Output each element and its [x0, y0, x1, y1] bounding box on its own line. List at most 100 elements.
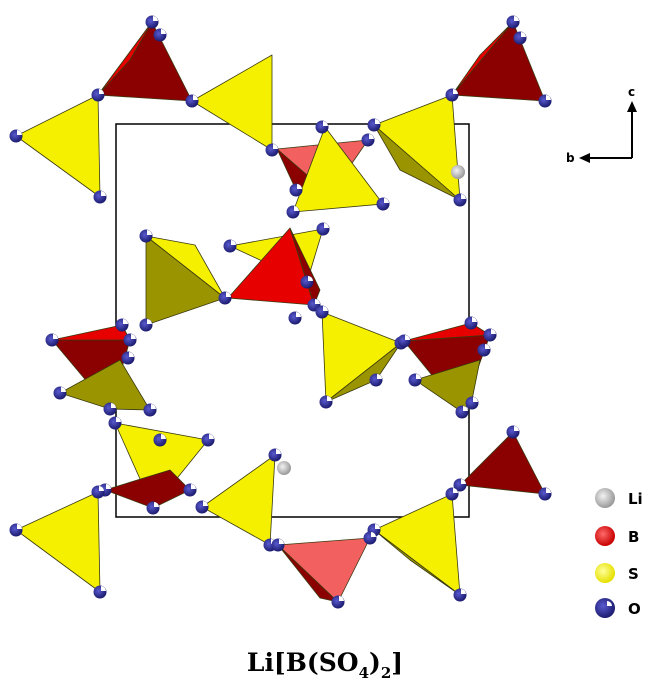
oxygen-atom — [288, 311, 302, 325]
oxygen-sphere — [315, 305, 329, 319]
oxygen-highlight — [369, 134, 374, 139]
c-axis-label: c — [628, 85, 635, 99]
oxygen-atom — [91, 485, 105, 499]
legend-item-o: O — [595, 598, 641, 618]
oxygen-sphere — [453, 588, 467, 602]
sulfate-face — [325, 342, 402, 403]
oxygen-highlight — [375, 524, 380, 529]
oxygen-atom — [363, 531, 377, 545]
oxygen-highlight — [203, 501, 208, 506]
borate-tetrahedron-bottom — [277, 537, 371, 603]
oxygen-sphere — [45, 333, 59, 347]
oxygen-sphere — [538, 487, 552, 501]
oxygen-sphere — [93, 585, 107, 599]
oxygen-atom — [315, 120, 329, 134]
oxygen-sphere — [319, 395, 333, 409]
li-atom-icon — [595, 488, 615, 508]
oxygen-sphere — [361, 133, 375, 147]
oxygen-atom — [455, 405, 469, 419]
oxygen-sphere — [453, 193, 467, 207]
oxygen-atom — [271, 538, 285, 552]
oxygen-highlight — [231, 240, 236, 245]
oxygen-highlight — [161, 29, 166, 34]
oxygen-highlight — [273, 144, 278, 149]
oxygen-highlight — [377, 374, 382, 379]
oxygen-highlight — [405, 335, 410, 340]
oxygen-atom — [513, 31, 527, 45]
oxygen-highlight — [101, 586, 106, 591]
oxygen-highlight — [151, 404, 156, 409]
oxygen-atom — [93, 190, 107, 204]
oxygen-highlight — [546, 488, 551, 493]
oxygen-atom — [300, 275, 314, 289]
oxygen-sphere — [445, 88, 459, 102]
legend-item-b: B — [595, 526, 639, 546]
oxygen-atom — [103, 402, 117, 416]
oxygen-atom — [316, 222, 330, 236]
oxygen-highlight — [193, 95, 198, 100]
c-arrowhead-icon — [627, 101, 637, 112]
oxygen-highlight — [111, 403, 116, 408]
legend-label-li: Li — [628, 490, 643, 508]
oxygen-atom — [145, 15, 159, 29]
borate-tetrahedron-lower-right — [459, 431, 546, 495]
oxygen-highlight — [324, 223, 329, 228]
oxygen-highlight — [461, 194, 466, 199]
oxygen-sphere — [506, 425, 520, 439]
oxygen-atom — [121, 351, 135, 365]
o-atom-highlight — [607, 601, 612, 606]
oxygen-highlight — [375, 119, 380, 124]
oxygen-atom — [115, 318, 129, 332]
oxygen-sphere — [288, 311, 302, 325]
oxygen-atom — [93, 585, 107, 599]
oxygen-sphere — [103, 402, 117, 416]
polyhedra-layer — [15, 21, 546, 603]
oxygen-atom — [45, 333, 59, 347]
b-arrowhead-icon — [579, 153, 590, 163]
oxygen-atom — [453, 478, 467, 492]
oxygen-highlight — [191, 484, 196, 489]
oxygen-atom — [223, 239, 237, 253]
oxygen-highlight — [416, 374, 421, 379]
sulfate-face — [373, 493, 461, 596]
oxygen-atom — [367, 118, 381, 132]
oxygen-highlight — [461, 479, 466, 484]
oxygen-atoms-layer — [9, 15, 552, 609]
oxygen-atom — [53, 386, 67, 400]
oxygen-highlight — [226, 292, 231, 297]
oxygen-atom — [153, 28, 167, 42]
oxygen-atom — [183, 483, 197, 497]
borate-face — [451, 21, 514, 96]
oxygen-atom — [464, 316, 478, 330]
formula-caption: Li[B(SO4)2] — [247, 648, 403, 679]
borate-face — [451, 21, 546, 102]
oxygen-highlight — [276, 449, 281, 454]
sulfate-tetrahedron-bottom-right — [373, 493, 461, 596]
oxygen-sphere — [108, 416, 122, 430]
oxygen-sphere — [9, 523, 23, 537]
oxygen-sphere — [183, 483, 197, 497]
sulfate-face — [191, 54, 273, 151]
oxygen-sphere — [139, 318, 153, 332]
oxygen-sphere — [271, 538, 285, 552]
sulfate-tetrahedron-lower-left — [114, 422, 209, 509]
oxygen-atom — [146, 501, 160, 515]
s-atom-icon — [595, 563, 615, 583]
oxygen-atom — [453, 588, 467, 602]
oxygen-sphere — [464, 316, 478, 330]
oxygen-atom — [369, 373, 383, 387]
oxygen-atom — [315, 305, 329, 319]
oxygen-atom — [445, 88, 459, 102]
oxygen-sphere — [483, 328, 497, 342]
lithium-atom — [451, 165, 465, 179]
sulfate-tetrahedron-left-upper — [15, 94, 101, 198]
oxygen-sphere — [9, 129, 23, 143]
oxygen-atom — [506, 15, 520, 29]
oxygen-sphere — [139, 229, 153, 243]
sulfate-tetrahedron-right-upper — [373, 94, 461, 201]
oxygen-sphere — [538, 94, 552, 108]
oxygen-sphere — [289, 183, 303, 197]
legend-label-o: O — [628, 600, 641, 618]
oxygen-atom — [319, 395, 333, 409]
legend-label-s: S — [628, 565, 639, 583]
